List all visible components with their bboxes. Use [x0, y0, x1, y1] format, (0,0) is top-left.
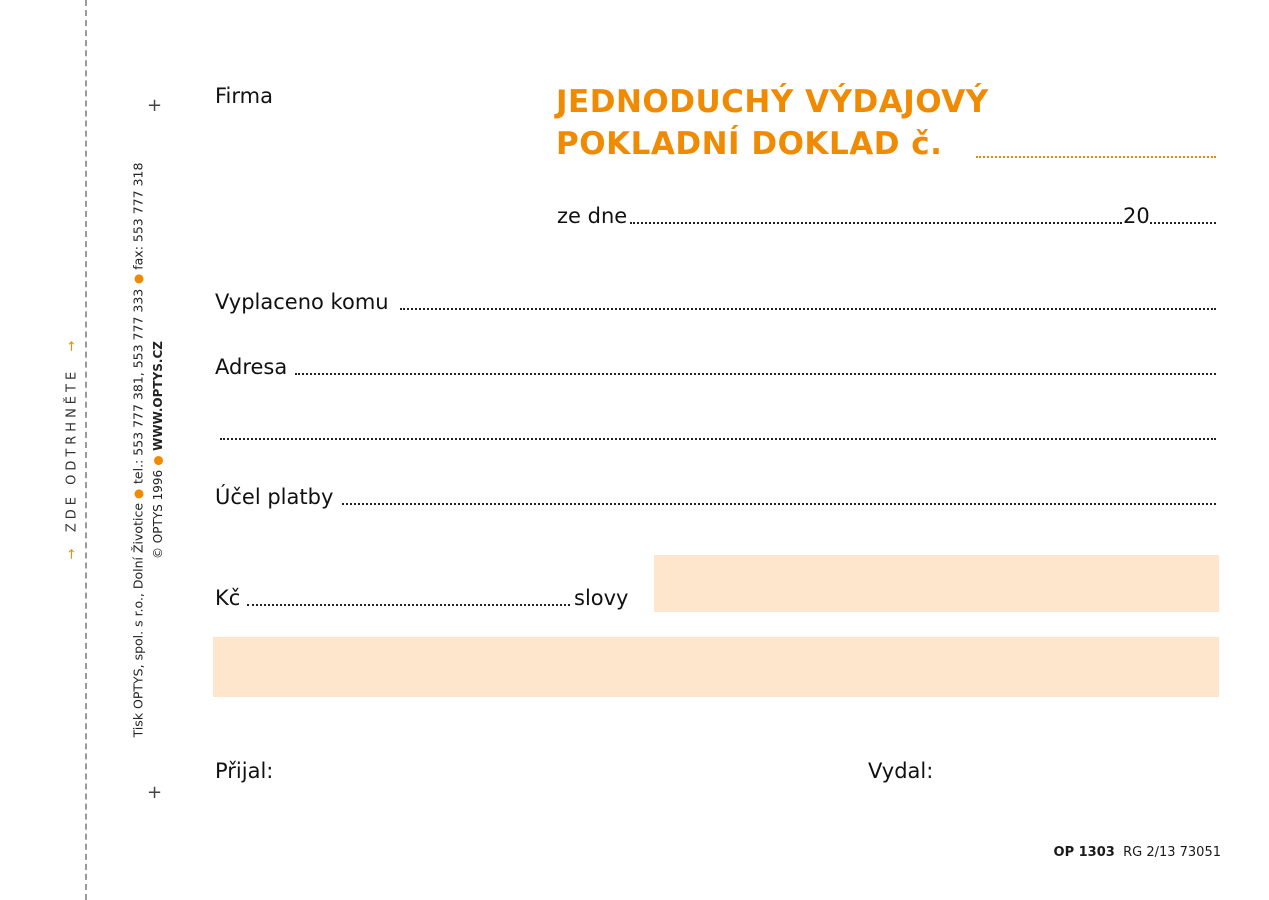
- title-line1: JEDNODUCHÝ VÝDAJOVÝ: [556, 84, 989, 120]
- address-field[interactable]: [295, 373, 1216, 375]
- purpose-field[interactable]: [342, 503, 1216, 505]
- amount-label: Kč: [215, 586, 241, 610]
- crop-mark-icon: +: [147, 782, 163, 803]
- firma-label: Firma: [215, 84, 273, 108]
- amount-in-words-box-line2[interactable]: [213, 637, 1219, 697]
- printer-copyright: © OPTYS 1996 WWW.OPTYS.CZ: [151, 341, 165, 559]
- amount-in-words-box[interactable]: [654, 555, 1219, 612]
- tear-off-line: [85, 0, 87, 900]
- tear-off-label: → ZDE ODTRHNĚTE →: [65, 341, 80, 560]
- bullet-icon: [134, 274, 144, 284]
- address-label: Adresa: [215, 355, 288, 379]
- issued-label: Vydal:: [868, 759, 934, 783]
- paid-to-field[interactable]: [400, 308, 1216, 310]
- date-label: ze dne: [557, 204, 628, 228]
- purpose-label: Účel platby: [215, 485, 334, 509]
- title-line2: POKLADNÍ DOKLAD č.: [556, 126, 943, 162]
- form-code: OP 1303 RG 2/13 73051: [1054, 845, 1221, 860]
- bullet-icon: [134, 488, 144, 498]
- amount-field[interactable]: [247, 604, 570, 606]
- year-label: 20: [1123, 204, 1150, 228]
- paid-to-label: Vyplaceno komu: [215, 290, 389, 314]
- arrow-icon: →: [64, 340, 80, 352]
- tear-off-text: ZDE ODTRHNĚTE: [64, 367, 80, 533]
- printer-fax: fax: 553 777 318: [130, 162, 146, 270]
- website-link: WWW.OPTYS.CZ: [151, 340, 165, 451]
- document-number-field[interactable]: [976, 156, 1216, 158]
- crop-mark-icon: +: [147, 95, 163, 116]
- address-field-line2[interactable]: [220, 438, 1216, 440]
- words-label: slovy: [574, 586, 629, 610]
- form-reference: RG 2/13 73051: [1123, 845, 1221, 860]
- printer-info: Tisk OPTYS, spol. s r.o., Dolní Životice…: [131, 163, 146, 738]
- received-label: Přijal:: [215, 759, 274, 783]
- form-code-number: OP 1303: [1053, 845, 1115, 860]
- copyright-text: © OPTYS 1996: [151, 469, 165, 560]
- printer-name: Tisk OPTYS, spol. s r.o., Dolní Životice: [130, 502, 146, 738]
- year-field[interactable]: [1150, 222, 1216, 224]
- printer-phone: tel.: 553 777 381, 553 777 333: [130, 288, 146, 484]
- bullet-icon: [154, 455, 163, 465]
- date-field[interactable]: [630, 222, 1122, 224]
- arrow-icon: →: [64, 548, 80, 560]
